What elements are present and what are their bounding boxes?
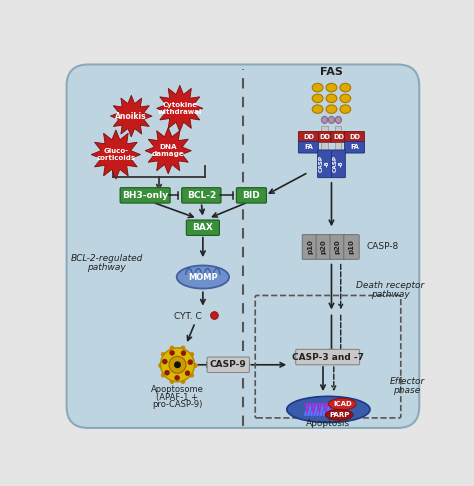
Text: Death receptor: Death receptor (356, 281, 424, 290)
Ellipse shape (340, 83, 351, 92)
Circle shape (174, 361, 181, 368)
Text: FA: FA (350, 144, 359, 150)
FancyBboxPatch shape (296, 349, 360, 365)
Text: CYT. C: CYT. C (174, 312, 202, 321)
Ellipse shape (325, 409, 353, 420)
Ellipse shape (328, 117, 335, 123)
Ellipse shape (312, 105, 323, 113)
Circle shape (162, 359, 167, 364)
Text: BID: BID (243, 191, 260, 200)
Ellipse shape (335, 117, 341, 123)
Circle shape (188, 360, 193, 364)
Text: DD: DD (349, 134, 360, 140)
FancyBboxPatch shape (318, 150, 331, 178)
Ellipse shape (312, 94, 323, 103)
FancyBboxPatch shape (237, 188, 266, 203)
FancyBboxPatch shape (207, 357, 249, 372)
Text: Anoikis: Anoikis (116, 112, 147, 121)
FancyBboxPatch shape (302, 235, 318, 260)
Text: pathway: pathway (371, 290, 410, 299)
Text: Cytokine
withdrawal: Cytokine withdrawal (157, 102, 202, 115)
Text: FA: FA (304, 144, 313, 150)
Bar (335, 126, 341, 151)
Text: DD: DD (303, 134, 314, 140)
Circle shape (169, 356, 186, 373)
FancyBboxPatch shape (316, 235, 331, 260)
FancyBboxPatch shape (298, 132, 319, 142)
FancyBboxPatch shape (66, 65, 419, 428)
Text: (APAF-1 +: (APAF-1 + (156, 393, 199, 401)
Polygon shape (110, 95, 152, 137)
Text: DD: DD (333, 134, 344, 140)
Text: BH3-only: BH3-only (122, 191, 168, 200)
FancyBboxPatch shape (182, 188, 221, 203)
FancyBboxPatch shape (330, 235, 346, 260)
Ellipse shape (177, 265, 229, 289)
Circle shape (181, 351, 186, 356)
FancyBboxPatch shape (345, 132, 365, 142)
Text: CASP
-8: CASP -8 (319, 155, 330, 173)
FancyBboxPatch shape (331, 132, 346, 142)
Circle shape (175, 375, 180, 381)
Text: Apoptosome: Apoptosome (151, 385, 204, 394)
Ellipse shape (340, 94, 351, 103)
Text: CASP-9: CASP-9 (210, 360, 246, 369)
Text: BCL-2: BCL-2 (187, 191, 216, 200)
Ellipse shape (326, 105, 337, 113)
Circle shape (164, 370, 170, 375)
FancyBboxPatch shape (186, 220, 219, 235)
Polygon shape (157, 85, 203, 132)
Text: CASP
-8: CASP -8 (333, 155, 344, 173)
Text: DNA
damage: DNA damage (152, 144, 184, 157)
Text: p10: p10 (307, 240, 313, 254)
Text: DD: DD (319, 134, 330, 140)
Circle shape (210, 312, 219, 319)
Ellipse shape (326, 94, 337, 103)
Text: p10: p10 (348, 240, 355, 254)
Ellipse shape (312, 83, 323, 92)
FancyBboxPatch shape (298, 141, 319, 153)
Text: MOMP: MOMP (188, 273, 218, 281)
Bar (321, 126, 328, 151)
Text: p20: p20 (335, 240, 341, 254)
Text: pathway: pathway (87, 263, 126, 272)
FancyBboxPatch shape (120, 188, 170, 203)
Text: BCL-2-regulated: BCL-2-regulated (71, 254, 143, 263)
Text: ICAD: ICAD (333, 401, 352, 407)
Polygon shape (145, 128, 191, 174)
Text: Effector: Effector (389, 377, 425, 386)
Text: FAS: FAS (320, 67, 343, 77)
Ellipse shape (328, 398, 356, 410)
Text: PARP: PARP (329, 412, 349, 418)
Ellipse shape (287, 397, 370, 422)
Ellipse shape (340, 105, 351, 113)
FancyBboxPatch shape (317, 132, 332, 142)
Polygon shape (91, 130, 140, 179)
Text: p20: p20 (321, 240, 327, 254)
Text: phase: phase (393, 386, 420, 396)
Text: CASP-3 and -7: CASP-3 and -7 (292, 352, 364, 362)
FancyBboxPatch shape (345, 141, 365, 153)
FancyBboxPatch shape (344, 235, 359, 260)
Ellipse shape (321, 117, 328, 123)
Text: Gluco-
corticoids: Gluco- corticoids (96, 148, 136, 161)
Text: CASP-8: CASP-8 (367, 242, 399, 251)
Circle shape (170, 350, 174, 355)
Text: BAX: BAX (192, 223, 213, 232)
Circle shape (185, 371, 190, 376)
Text: Apoptosis: Apoptosis (306, 419, 350, 428)
Circle shape (161, 348, 194, 382)
Ellipse shape (326, 83, 337, 92)
Text: pro-CASP-9): pro-CASP-9) (152, 400, 203, 409)
FancyBboxPatch shape (331, 150, 346, 178)
